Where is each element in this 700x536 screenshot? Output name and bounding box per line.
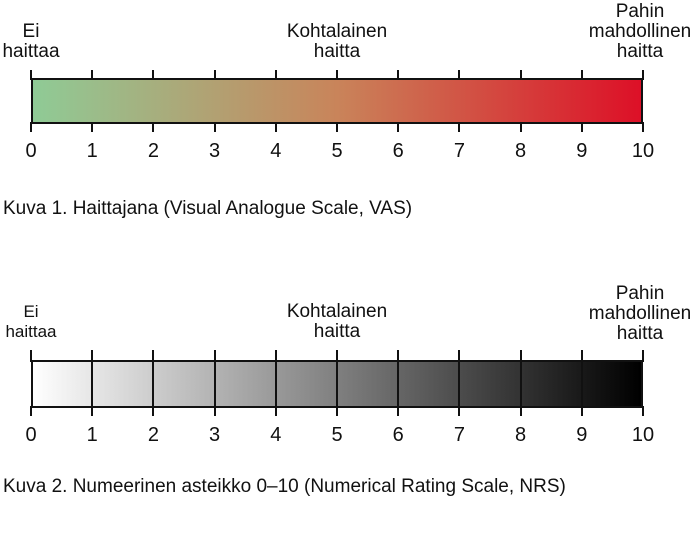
nrs-tick-mark-2-top bbox=[152, 350, 155, 362]
vas-tick-mark-2-bottom bbox=[152, 122, 155, 132]
vas-tick-label-10: 10 bbox=[631, 140, 655, 162]
nrs-tick-mark-8-top bbox=[519, 350, 522, 362]
nrs-label-right: Pahin mahdollinen haitta bbox=[588, 283, 692, 344]
nrs-tick-mark-9-bottom bbox=[580, 406, 583, 416]
nrs-tick-mark-4-bottom bbox=[274, 406, 277, 416]
vas-tick-mark-9-bottom bbox=[580, 122, 583, 132]
vas-tick-mark-2-top bbox=[152, 70, 155, 80]
vas-tick-mark-7-bottom bbox=[458, 122, 461, 132]
nrs-tick-mark-6-bottom bbox=[397, 406, 400, 416]
vas-tick-label-3: 3 bbox=[209, 140, 221, 162]
vas-label-left: Ei haittaa bbox=[2, 21, 60, 62]
nrs-tick-label-10: 10 bbox=[631, 424, 655, 446]
vas-tick-mark-10-top bbox=[642, 70, 644, 80]
nrs-caption: Kuva 2. Numeerinen asteikko 0–10 (Numeri… bbox=[3, 476, 566, 497]
vas-tick-mark-1-top bbox=[91, 70, 94, 80]
nrs-tick-label-7: 7 bbox=[453, 424, 465, 446]
nrs-scale-bar bbox=[31, 360, 643, 408]
nrs-tick-mark-4-top bbox=[274, 350, 277, 362]
nrs-tick-mark-6-top bbox=[397, 350, 400, 362]
nrs-tick-mark-0-bottom bbox=[30, 406, 32, 416]
vas-tick-mark-8-bottom bbox=[519, 122, 522, 132]
vas-tick-mark-10-bottom bbox=[642, 122, 644, 132]
nrs-tick-label-4: 4 bbox=[270, 424, 282, 446]
nrs-label-left: Ei haittaa bbox=[5, 302, 57, 341]
nrs-tick-label-8: 8 bbox=[515, 424, 527, 446]
vas-tick-mark-4-bottom bbox=[274, 122, 277, 132]
vas-tick-label-7: 7 bbox=[453, 140, 465, 162]
vas-caption: Kuva 1. Haittajana (Visual Analogue Scal… bbox=[3, 198, 413, 219]
vas-tick-label-9: 9 bbox=[576, 140, 588, 162]
nrs-tick-label-6: 6 bbox=[392, 424, 404, 446]
nrs-tick-label-0: 0 bbox=[25, 424, 37, 446]
vas-tick-mark-7-top bbox=[458, 70, 461, 80]
nrs-segment-divider-8 bbox=[519, 362, 522, 406]
nrs-tick-mark-7-bottom bbox=[458, 406, 461, 416]
vas-tick-mark-1-bottom bbox=[91, 122, 94, 132]
vas-tick-mark-6-top bbox=[397, 70, 400, 80]
nrs-tick-mark-10-top bbox=[642, 350, 644, 362]
vas-tick-label-6: 6 bbox=[392, 140, 404, 162]
nrs-tick-mark-7-top bbox=[458, 350, 461, 362]
nrs-segment-divider-9 bbox=[580, 362, 583, 406]
nrs-segment-divider-2 bbox=[152, 362, 155, 406]
nrs-tick-mark-1-bottom bbox=[91, 406, 94, 416]
vas-tick-label-1: 1 bbox=[86, 140, 98, 162]
vas-tick-mark-3-bottom bbox=[213, 122, 216, 132]
nrs-tick-label-9: 9 bbox=[576, 424, 588, 446]
vas-label-right: Pahin mahdollinen haitta bbox=[588, 1, 692, 62]
nrs-tick-mark-1-top bbox=[91, 350, 94, 362]
nrs-tick-mark-3-bottom bbox=[213, 406, 216, 416]
nrs-tick-mark-0-top bbox=[30, 350, 32, 362]
nrs-tick-mark-10-bottom bbox=[642, 406, 644, 416]
vas-tick-mark-6-bottom bbox=[397, 122, 400, 132]
vas-tick-mark-4-top bbox=[274, 70, 277, 80]
nrs-tick-mark-8-bottom bbox=[519, 406, 522, 416]
vas-tick-label-2: 2 bbox=[147, 140, 159, 162]
vas-tick-mark-0-top bbox=[30, 70, 32, 80]
nrs-segment-divider-5 bbox=[336, 362, 338, 406]
vas-tick-label-5: 5 bbox=[331, 140, 343, 162]
vas-tick-label-0: 0 bbox=[25, 140, 37, 162]
nrs-tick-label-5: 5 bbox=[331, 424, 343, 446]
nrs-tick-label-3: 3 bbox=[209, 424, 221, 446]
nrs-tick-label-2: 2 bbox=[147, 424, 159, 446]
nrs-tick-mark-9-top bbox=[580, 350, 583, 362]
vas-label-mid: Kohtalainen haitta bbox=[286, 21, 388, 62]
nrs-label-mid: Kohtalainen haitta bbox=[286, 301, 388, 342]
vas-tick-mark-0-bottom bbox=[30, 122, 32, 132]
nrs-tick-mark-2-bottom bbox=[152, 406, 155, 416]
vas-tick-mark-8-top bbox=[519, 70, 522, 80]
nrs-tick-mark-3-top bbox=[213, 350, 216, 362]
vas-tick-mark-3-top bbox=[213, 70, 216, 80]
nrs-tick-mark-5-bottom bbox=[336, 406, 338, 416]
nrs-segment-divider-6 bbox=[397, 362, 400, 406]
vas-tick-mark-5-bottom bbox=[336, 122, 338, 132]
nrs-segment-divider-3 bbox=[213, 362, 216, 406]
vas-tick-label-8: 8 bbox=[515, 140, 527, 162]
vas-tick-label-4: 4 bbox=[270, 140, 282, 162]
nrs-segment-divider-7 bbox=[458, 362, 461, 406]
nrs-segment-divider-1 bbox=[91, 362, 94, 406]
nrs-tick-mark-5-top bbox=[336, 350, 338, 362]
vas-tick-mark-5-top bbox=[336, 70, 338, 80]
nrs-segment-divider-4 bbox=[274, 362, 277, 406]
vas-tick-mark-9-top bbox=[580, 70, 583, 80]
nrs-tick-label-1: 1 bbox=[86, 424, 98, 446]
vas-scale-bar bbox=[31, 78, 643, 124]
